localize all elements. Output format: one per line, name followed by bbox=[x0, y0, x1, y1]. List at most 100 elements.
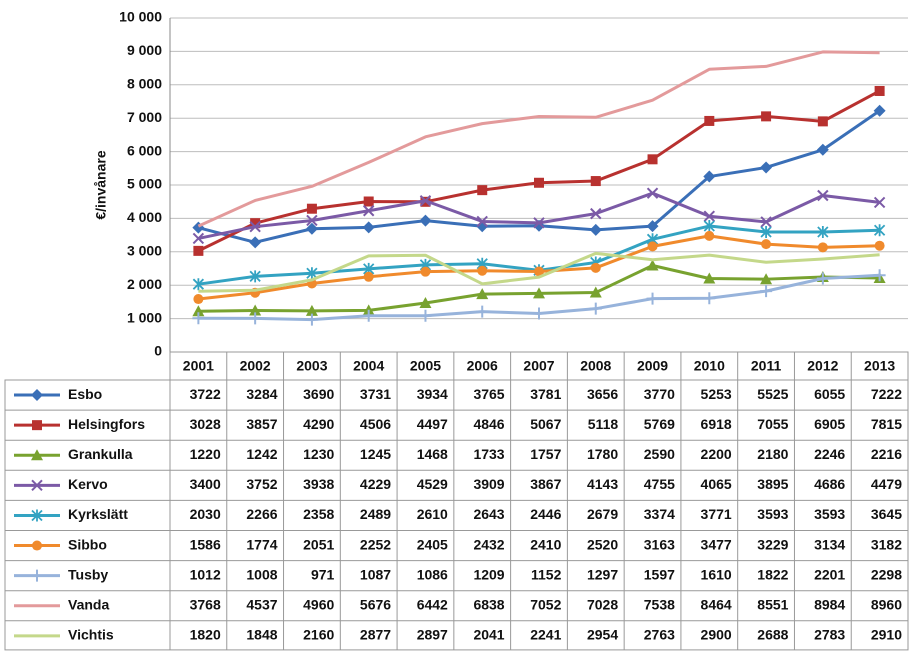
y-tick-label: 7 000 bbox=[127, 109, 162, 125]
marker bbox=[873, 224, 886, 237]
table-cell: 5067 bbox=[530, 416, 561, 432]
marker bbox=[305, 304, 318, 316]
x-tick-label: 2011 bbox=[751, 358, 782, 374]
marker bbox=[760, 285, 773, 298]
marker bbox=[362, 309, 375, 322]
table-cell: 3934 bbox=[417, 386, 448, 402]
table-cell: 3477 bbox=[701, 536, 732, 552]
y-tick-label: 3 000 bbox=[127, 243, 162, 259]
marker bbox=[419, 309, 432, 322]
table-cell: 2910 bbox=[871, 627, 902, 643]
table-cell: 3134 bbox=[814, 536, 845, 552]
table-cell: 2489 bbox=[360, 506, 391, 522]
y-tick-label: 5 000 bbox=[127, 176, 162, 192]
table-cell: 3229 bbox=[757, 536, 788, 552]
table-cell: 2432 bbox=[473, 536, 504, 552]
table-cell: 6838 bbox=[473, 596, 504, 612]
marker bbox=[476, 288, 489, 300]
table-cell: 1012 bbox=[190, 566, 221, 582]
table-cell: 3770 bbox=[644, 386, 675, 402]
table-cell: 2030 bbox=[190, 506, 221, 522]
marker bbox=[816, 143, 829, 156]
table-cell: 8984 bbox=[814, 596, 845, 612]
marker bbox=[250, 218, 261, 229]
legend-marker bbox=[31, 449, 43, 461]
table-cell: 4506 bbox=[360, 416, 391, 432]
table-cell: 2763 bbox=[644, 627, 675, 643]
table-cell: 4229 bbox=[360, 476, 391, 492]
table-cell: 4846 bbox=[473, 416, 504, 432]
table-cell: 4686 bbox=[814, 476, 845, 492]
marker bbox=[31, 449, 43, 461]
legend-marker bbox=[31, 509, 43, 522]
y-tick-label: 4 000 bbox=[127, 209, 162, 225]
table-cell: 3163 bbox=[644, 536, 675, 552]
legend-label: Kyrkslätt bbox=[68, 506, 128, 522]
marker bbox=[703, 210, 716, 222]
table-cell: 3656 bbox=[587, 386, 618, 402]
marker bbox=[760, 225, 772, 238]
marker bbox=[249, 220, 261, 233]
marker bbox=[873, 104, 886, 117]
table-cell: 2590 bbox=[644, 446, 675, 462]
table-cell: 7055 bbox=[757, 416, 788, 432]
table-cell: 3593 bbox=[814, 506, 845, 522]
table-cell: 2954 bbox=[587, 627, 618, 643]
marker bbox=[589, 302, 602, 315]
table-cell: 2246 bbox=[814, 446, 845, 462]
table-cell: 6918 bbox=[701, 416, 732, 432]
table-cell: 3768 bbox=[190, 596, 221, 612]
marker bbox=[589, 223, 602, 236]
x-tick-label: 2002 bbox=[240, 358, 271, 374]
x-tick-label: 2005 bbox=[410, 358, 441, 374]
marker bbox=[761, 111, 772, 122]
marker bbox=[817, 116, 828, 127]
marker bbox=[363, 196, 374, 207]
y-tick-label: 6 000 bbox=[127, 142, 162, 158]
marker bbox=[306, 267, 318, 280]
legend-label: Helsingfors bbox=[68, 416, 145, 432]
legend-marker bbox=[32, 420, 42, 431]
table-cell: 3400 bbox=[190, 476, 221, 492]
marker bbox=[419, 195, 432, 207]
marker bbox=[874, 240, 885, 251]
table-cell: 1008 bbox=[246, 566, 277, 582]
y-axis-label: €/invånare bbox=[93, 150, 109, 219]
table-cell: 3182 bbox=[871, 536, 902, 552]
table-cell: 1297 bbox=[587, 566, 618, 582]
marker bbox=[249, 270, 261, 283]
table-cell: 2405 bbox=[417, 536, 448, 552]
table-cell: 2051 bbox=[303, 536, 334, 552]
marker bbox=[703, 272, 716, 284]
table-cell: 4529 bbox=[417, 476, 448, 492]
marker bbox=[31, 569, 43, 582]
table-cell: 3690 bbox=[303, 386, 334, 402]
marker bbox=[249, 236, 262, 249]
table-cell: 3771 bbox=[701, 506, 732, 522]
marker bbox=[704, 115, 715, 126]
marker bbox=[647, 241, 658, 252]
marker bbox=[31, 389, 43, 402]
x-tick-label: 2001 bbox=[183, 358, 214, 374]
y-tick-label: 0 bbox=[154, 343, 162, 359]
table-cell: 1780 bbox=[587, 446, 618, 462]
table-cell: 2610 bbox=[417, 506, 448, 522]
y-tick-label: 10 000 bbox=[119, 9, 162, 25]
marker bbox=[817, 225, 829, 238]
marker bbox=[192, 312, 205, 325]
marker bbox=[703, 170, 716, 183]
table-cell: 1733 bbox=[473, 446, 504, 462]
marker bbox=[703, 292, 716, 305]
table-cell: 4960 bbox=[303, 596, 334, 612]
marker bbox=[533, 307, 545, 320]
marker bbox=[761, 239, 772, 250]
marker bbox=[32, 420, 42, 431]
legend-marker bbox=[31, 569, 43, 582]
marker bbox=[193, 294, 204, 305]
x-tick-label: 2010 bbox=[694, 358, 725, 374]
marker bbox=[703, 220, 715, 233]
marker bbox=[646, 259, 659, 271]
table-cell: 2201 bbox=[814, 566, 845, 582]
table-cell: 5253 bbox=[701, 386, 732, 402]
